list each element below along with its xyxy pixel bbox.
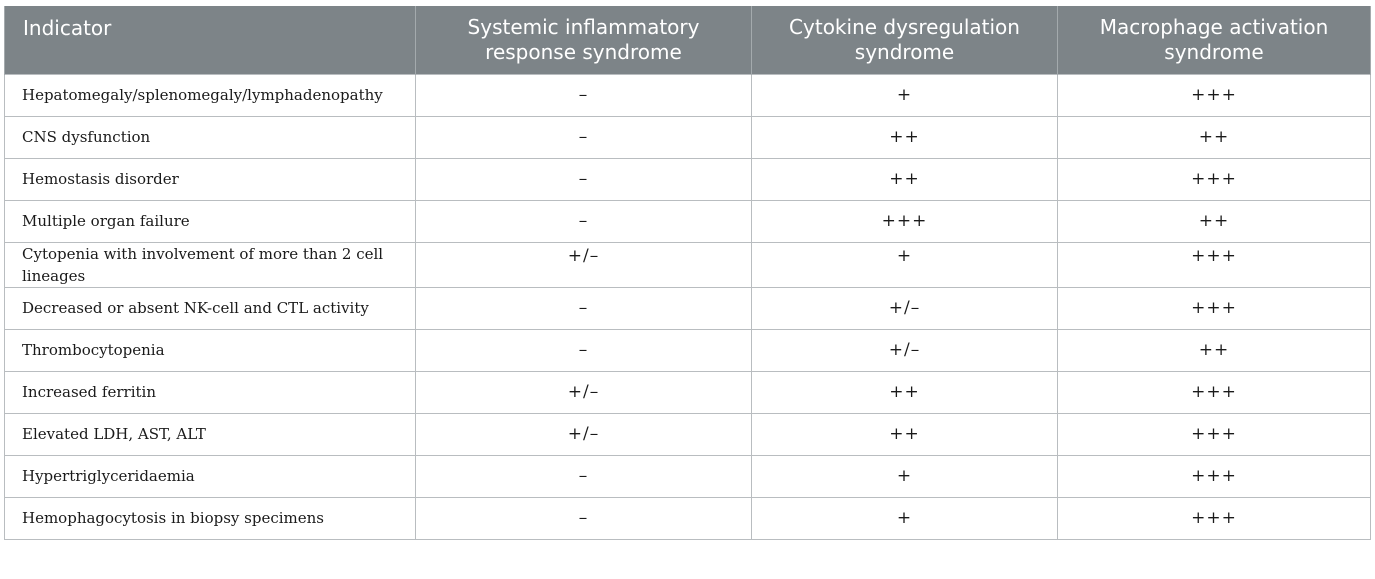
sirs-cell: –: [415, 454, 752, 498]
indicator-cell: CNS dysfunction: [4, 115, 416, 159]
sirs-cell: –: [415, 328, 752, 372]
header-mas: Macrophage activation syndrome: [1057, 6, 1371, 74]
cds-cell: +: [751, 496, 1058, 540]
header-cds: Cytokine dysregulation syndrome: [751, 6, 1058, 74]
table-body: Hepatomegaly/splenomegaly/lymphadenopath…: [4, 73, 1371, 540]
table-header: Indicator Systemic inflammatory response…: [4, 6, 1371, 74]
cds-cell: +++: [751, 199, 1058, 243]
mas-cell: +++: [1057, 286, 1371, 330]
sirs-cell: –: [415, 286, 752, 330]
table-row: Hemostasis disorder – ++ +++: [4, 157, 1371, 201]
indicator-cell: Increased ferritin: [4, 370, 416, 414]
header-sirs: Systemic inflammatory response syndrome: [415, 6, 752, 74]
table-row: Multiple organ failure – +++ ++: [4, 199, 1371, 243]
sirs-cell: –: [415, 157, 752, 201]
sirs-cell: +/–: [415, 241, 752, 288]
table-row: Elevated LDH, AST, ALT +/– ++ +++: [4, 412, 1371, 456]
indicator-cell: Thrombocytopenia: [4, 328, 416, 372]
sirs-cell: –: [415, 115, 752, 159]
table-row: Increased ferritin +/– ++ +++: [4, 370, 1371, 414]
mas-cell: +++: [1057, 157, 1371, 201]
cds-cell: ++: [751, 157, 1058, 201]
indicator-cell: Elevated LDH, AST, ALT: [4, 412, 416, 456]
sirs-cell: –: [415, 496, 752, 540]
mas-cell: +++: [1057, 73, 1371, 117]
sirs-cell: –: [415, 199, 752, 243]
indicator-cell: Hepatomegaly/splenomegaly/lymphadenopath…: [4, 73, 416, 117]
mas-cell: +++: [1057, 454, 1371, 498]
header-indicator: Indicator: [4, 6, 416, 74]
indicator-cell: Decreased or absent NK-cell and CTL acti…: [4, 286, 416, 330]
cds-cell: ++: [751, 115, 1058, 159]
sirs-cell: –: [415, 73, 752, 117]
mas-cell: +++: [1057, 496, 1371, 540]
header-row: Indicator Systemic inflammatory response…: [4, 6, 1371, 74]
table-row: CNS dysfunction – ++ ++: [4, 115, 1371, 159]
table-row: Decreased or absent NK-cell and CTL acti…: [4, 286, 1371, 330]
cds-cell: +: [751, 73, 1058, 117]
mas-cell: +++: [1057, 241, 1371, 288]
mas-cell: ++: [1057, 328, 1371, 372]
table-row: Cytopenia with involvement of more than …: [4, 241, 1371, 288]
indicator-cell: Hypertriglyceridaemia: [4, 454, 416, 498]
mas-cell: ++: [1057, 115, 1371, 159]
table-row: Hemophagocytosis in biopsy specimens – +…: [4, 496, 1371, 540]
indicator-cell: Hemostasis disorder: [4, 157, 416, 201]
indicator-cell: Cytopenia with involvement of more than …: [4, 241, 416, 288]
cds-cell: ++: [751, 370, 1058, 414]
syndrome-comparison-table: Indicator Systemic inflammatory response…: [4, 6, 1371, 540]
comparison-table-container: Indicator Systemic inflammatory response…: [4, 6, 1371, 540]
mas-cell: ++: [1057, 199, 1371, 243]
table-row: Hypertriglyceridaemia – + +++: [4, 454, 1371, 498]
cds-cell: ++: [751, 412, 1058, 456]
mas-cell: +++: [1057, 370, 1371, 414]
cds-cell: +/–: [751, 328, 1058, 372]
table-row: Thrombocytopenia – +/– ++: [4, 328, 1371, 372]
indicator-cell: Multiple organ failure: [4, 199, 416, 243]
table-row: Hepatomegaly/splenomegaly/lymphadenopath…: [4, 73, 1371, 117]
indicator-cell: Hemophagocytosis in biopsy specimens: [4, 496, 416, 540]
cds-cell: +/–: [751, 286, 1058, 330]
cds-cell: +: [751, 241, 1058, 288]
cds-cell: +: [751, 454, 1058, 498]
sirs-cell: +/–: [415, 412, 752, 456]
mas-cell: +++: [1057, 412, 1371, 456]
sirs-cell: +/–: [415, 370, 752, 414]
